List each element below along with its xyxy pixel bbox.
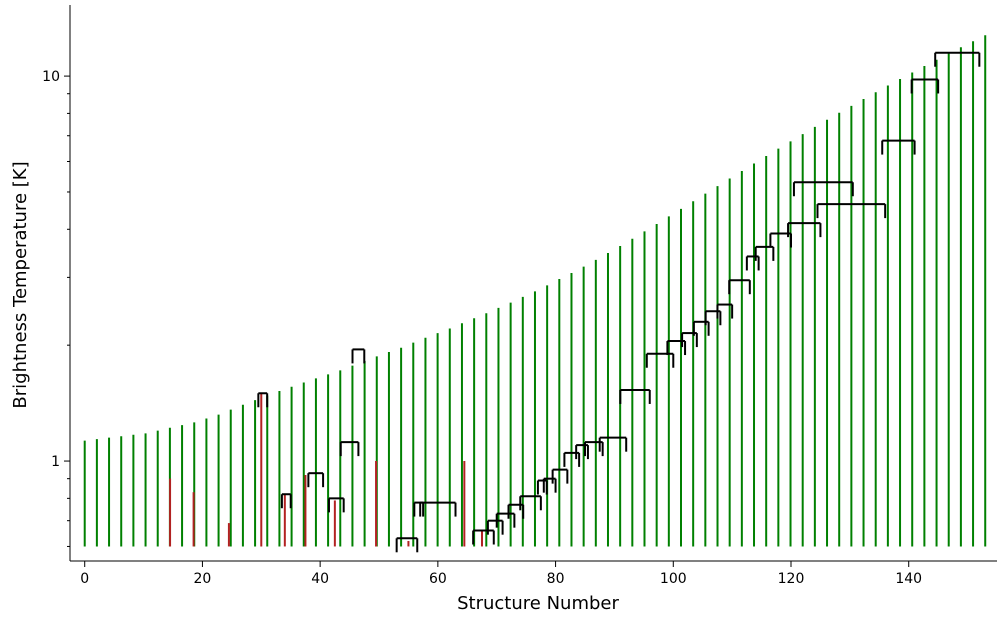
x-tick-label: 20 (194, 571, 212, 587)
branch-merges (257, 51, 981, 553)
x-tick-label: 120 (778, 571, 805, 587)
y-axis-title: Brightness Temperature [K] (10, 161, 31, 408)
x-axis-title: Structure Number (457, 593, 619, 613)
x-tick-label: 60 (429, 571, 447, 587)
x-tick-label: 140 (895, 571, 922, 587)
y-tick-label: 1 (51, 454, 60, 470)
x-tick-label: 0 (80, 571, 89, 587)
y-tick-label: 10 (42, 69, 60, 85)
x-tick-label: 40 (311, 571, 329, 587)
axes: 0 20 40 60 80 100 120 140 1 10 (42, 5, 997, 587)
leaf-structures (83, 35, 987, 547)
x-tick-label: 80 (547, 571, 565, 587)
isolated-structures (169, 393, 483, 547)
x-tick-label: 100 (660, 571, 687, 587)
